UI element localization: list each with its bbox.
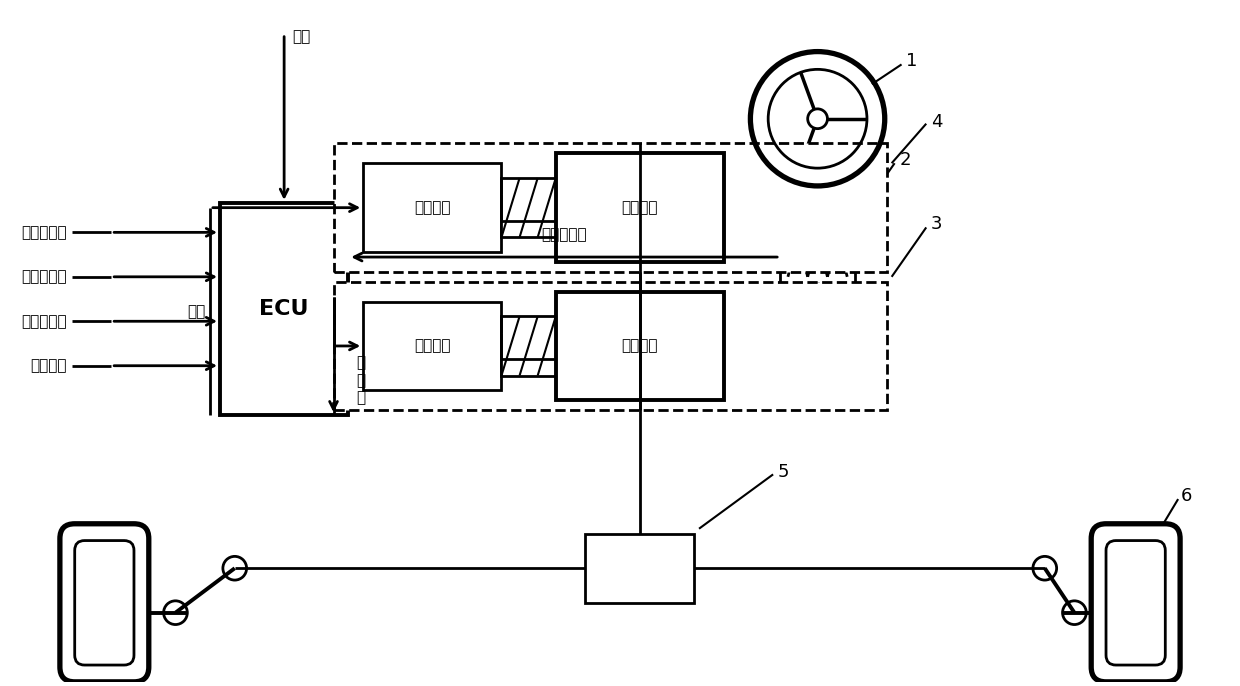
Text: 横摆角速度: 横摆角速度 [21,225,67,240]
FancyBboxPatch shape [1106,541,1166,665]
Text: 力矩: 力矩 [187,304,205,319]
Text: 前轮转角: 前轮转角 [30,358,67,373]
Bar [780,217,856,296]
Bar [363,163,501,252]
Text: 转向电机: 转向电机 [414,338,450,353]
Bar [334,143,887,272]
Text: 1: 1 [906,52,918,71]
Text: 转向盘转矩: 转向盘转矩 [541,227,587,242]
Text: 侧向加速度: 侧向加速度 [21,314,67,329]
Text: 质心侧偏角: 质心侧偏角 [21,270,67,284]
Text: ECU: ECU [259,299,309,320]
Text: 4: 4 [931,113,942,131]
Bar [585,534,694,603]
Bar [501,316,556,376]
Bar [363,302,501,390]
Text: 3: 3 [931,215,942,233]
Bar [501,178,556,237]
FancyBboxPatch shape [74,541,134,665]
Text: 双行星排: 双行星排 [621,338,658,353]
Text: 车速: 车速 [293,29,310,44]
Text: 角
位
移: 角 位 移 [356,355,366,405]
Text: 助力电机: 助力电机 [414,200,450,215]
Text: 5: 5 [777,464,790,482]
Text: 涡轮蜗杆: 涡轮蜗杆 [621,200,658,215]
Text: 2: 2 [899,151,911,169]
Bar [219,203,348,415]
FancyBboxPatch shape [1091,524,1180,682]
Text: 6: 6 [1182,487,1193,505]
Bar [334,282,887,410]
Bar [556,154,724,262]
Bar [556,292,724,401]
FancyBboxPatch shape [60,524,149,682]
